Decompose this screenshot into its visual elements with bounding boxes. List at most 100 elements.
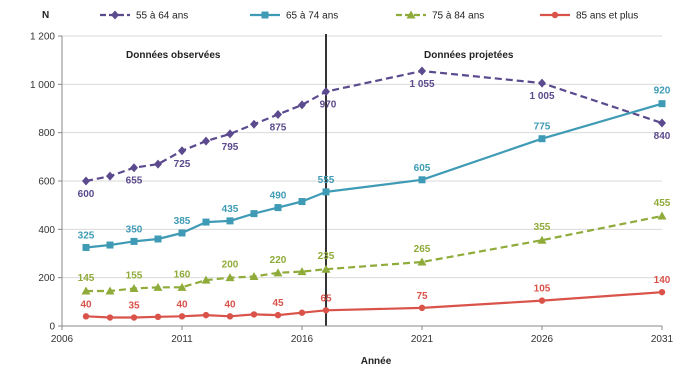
- legend-swatch-marker: [551, 11, 559, 19]
- data-point: [106, 314, 114, 321]
- data-point: [298, 198, 306, 206]
- data-label: 200: [222, 260, 239, 271]
- x-tick-label: 2011: [171, 334, 193, 345]
- y-tick-label: 400: [38, 225, 55, 236]
- data-label: 105: [534, 284, 551, 295]
- data-label: 600: [78, 189, 95, 200]
- y-tick-label: 800: [38, 128, 55, 139]
- data-point: [274, 311, 282, 319]
- series-55-64: [82, 66, 666, 186]
- data-label: 795: [222, 142, 239, 153]
- data-label: 455: [654, 198, 671, 209]
- data-point: [298, 100, 306, 110]
- x-tick-label: 2026: [531, 334, 554, 345]
- data-label: 35: [128, 301, 140, 312]
- data-point: [81, 286, 91, 295]
- legend: 55 à 64 ans 65 à 74 ans 75 à 84 ans 85 ans …: [100, 10, 638, 22]
- data-point: [537, 235, 547, 244]
- series-line: [85, 69, 663, 183]
- data-point: [202, 136, 210, 146]
- data-label: 1 055: [409, 79, 434, 90]
- data-label: 605: [414, 163, 431, 174]
- legend-item-55-64: 55 à 64 ans: [100, 10, 188, 22]
- data-label: 1 005: [529, 91, 554, 102]
- data-label: 840: [654, 131, 671, 142]
- data-point: [249, 271, 259, 280]
- x-tick-label: 2021: [411, 334, 434, 345]
- legend-swatch-marker: [111, 10, 119, 20]
- data-label: 655: [126, 176, 143, 187]
- data-label: 65: [320, 293, 332, 304]
- series-65-74: [82, 100, 666, 251]
- data-point: [418, 304, 426, 312]
- data-point: [658, 288, 666, 296]
- data-point: [417, 257, 427, 266]
- data-label: 75: [416, 291, 428, 302]
- data-point: [226, 217, 234, 225]
- legend-swatch-marker: [406, 10, 416, 19]
- data-point: [658, 100, 666, 108]
- data-point: [250, 119, 258, 129]
- data-point: [322, 87, 330, 97]
- x-tick-label: 2031: [651, 334, 674, 345]
- data-point: [202, 311, 210, 319]
- data-point: [130, 237, 138, 245]
- data-point: [274, 110, 282, 120]
- legend-label: 65 à 74 ans: [286, 11, 338, 22]
- data-point: [201, 275, 211, 284]
- data-point: [154, 313, 162, 321]
- gridlines: [62, 35, 662, 279]
- data-label: 775: [534, 122, 551, 133]
- data-point: [322, 188, 330, 196]
- data-point: [658, 118, 666, 128]
- data-point: [418, 176, 426, 184]
- y-tick-label: 0: [49, 322, 55, 333]
- data-label: 40: [80, 299, 92, 310]
- data-point: [418, 66, 426, 76]
- x-tick-label: 2006: [51, 334, 74, 345]
- data-label: 325: [78, 230, 95, 241]
- data-label: 435: [222, 204, 239, 215]
- data-label: 490: [270, 191, 287, 202]
- y-tick-label: 600: [38, 177, 55, 188]
- x-tick-label: 2016: [291, 334, 314, 345]
- y-tick-label: 1 000: [30, 80, 55, 91]
- data-point: [250, 311, 258, 318]
- data-label: 355: [534, 222, 551, 233]
- data-point: [106, 171, 114, 181]
- data-label: 220: [270, 255, 287, 266]
- data-label: 145: [78, 273, 95, 284]
- x-axis-title: Année: [361, 356, 392, 367]
- data-point: [178, 313, 186, 320]
- series-group: [81, 66, 667, 321]
- series-line: [86, 214, 663, 293]
- data-point: [226, 313, 234, 320]
- data-label: 385: [174, 216, 191, 227]
- data-point: [82, 243, 90, 251]
- data-label: 555: [318, 175, 335, 186]
- data-point: [538, 78, 546, 88]
- legend-item-85-plus: 85 ans et plus: [540, 11, 638, 22]
- data-point: [154, 235, 162, 243]
- data-point: [538, 135, 546, 143]
- data-point: [178, 229, 186, 237]
- y-tick-label: 200: [38, 273, 55, 284]
- data-label: 875: [270, 123, 287, 134]
- series-line: [85, 291, 663, 319]
- data-point: [178, 146, 186, 156]
- data-label: 970: [320, 100, 337, 111]
- data-label: 235: [318, 251, 335, 262]
- data-label: 40: [224, 299, 236, 310]
- y-tick-label: 1 200: [30, 32, 55, 43]
- data-point: [106, 241, 114, 249]
- data-point: [321, 264, 331, 273]
- data-point: [657, 211, 667, 220]
- data-label: 725: [174, 159, 191, 170]
- data-label: 155: [126, 271, 143, 282]
- data-point: [226, 129, 234, 139]
- data-point: [274, 204, 282, 212]
- data-point: [202, 218, 210, 226]
- data-label: 160: [174, 269, 191, 280]
